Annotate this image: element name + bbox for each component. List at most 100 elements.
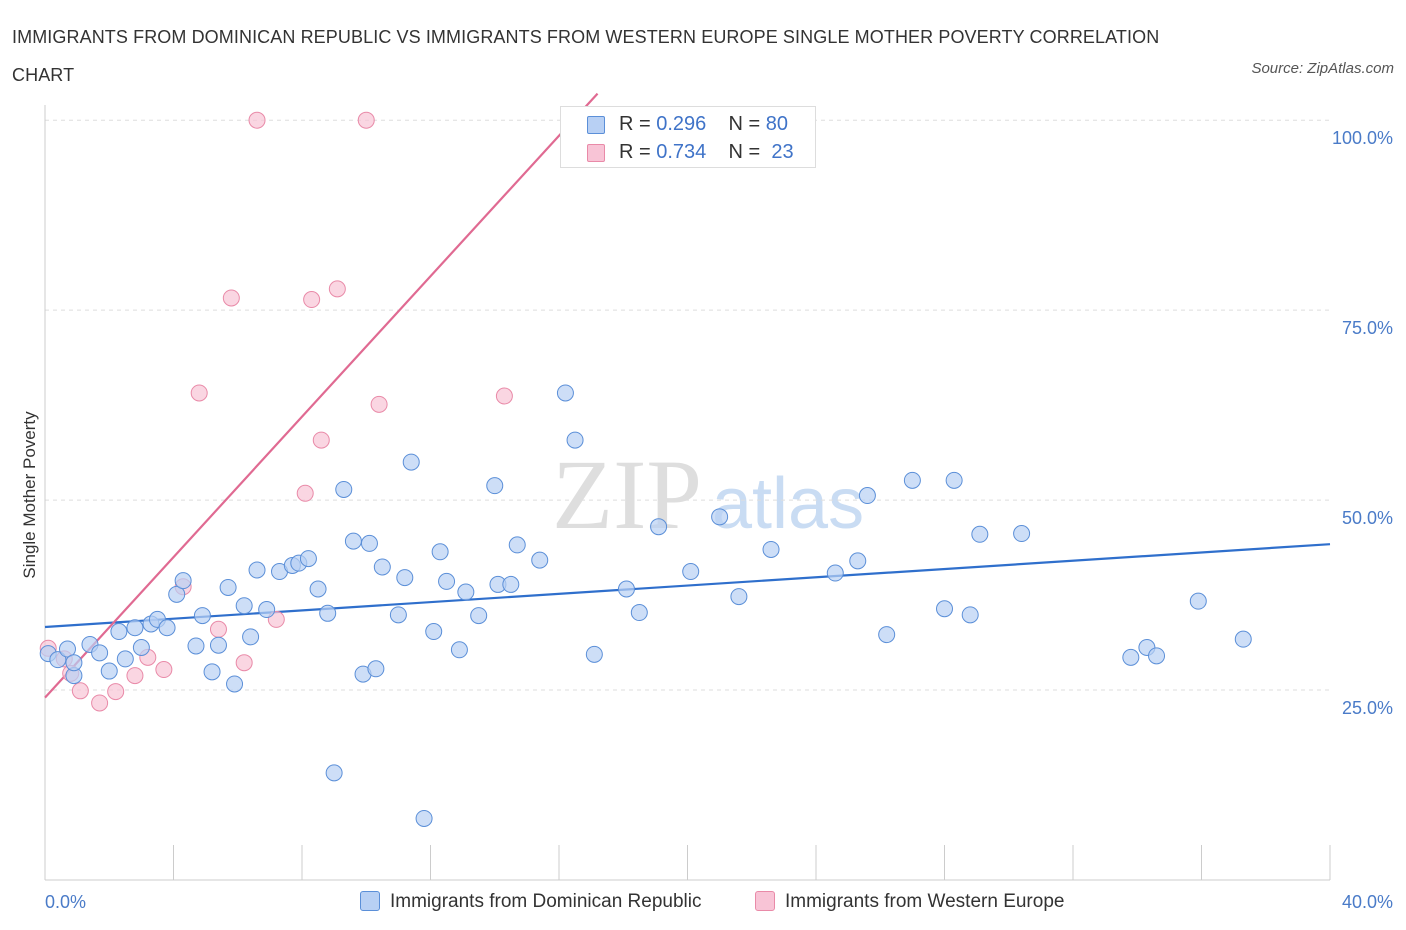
western-europe-point-21 <box>370 395 388 413</box>
dominican-point-20 <box>209 636 227 654</box>
western-europe-point-10 <box>190 384 208 402</box>
dominican-point-46 <box>438 572 456 590</box>
dominican-point-7 <box>100 662 118 680</box>
dominican-point-33 <box>325 764 343 782</box>
y-axis-label: Single Mother Poverty <box>20 411 39 579</box>
western-europe-point-16 <box>296 484 314 502</box>
western-europe-point-8 <box>155 661 173 679</box>
western-europe-point-11 <box>209 620 227 638</box>
dominican-point-71 <box>945 471 963 489</box>
dominican-point-1 <box>49 651 67 669</box>
blue-swatch <box>360 891 380 911</box>
dominican-point-31 <box>309 580 327 598</box>
dominican-point-17 <box>187 637 205 655</box>
n-label: N = <box>728 141 761 163</box>
dominican-point-57 <box>585 645 603 663</box>
dominican-point-45 <box>431 543 449 561</box>
dominican-point-24 <box>242 628 260 646</box>
dominican-point-59 <box>630 604 648 622</box>
dominican-point-39 <box>373 558 391 576</box>
dominican-point-23 <box>235 597 253 615</box>
source-credit: Source: ZipAtlas.com <box>1251 60 1394 77</box>
chart-title: IMMIGRANTS FROM DOMINICAN REPUBLIC VS IM… <box>12 27 1160 85</box>
western-europe-point-17 <box>303 291 321 309</box>
dominican-point-43 <box>415 809 433 827</box>
legend-item-dominican: Immigrants from Dominican Republic <box>360 888 702 916</box>
r-label: R = <box>619 113 651 135</box>
blue-swatch <box>587 116 605 134</box>
dominican-point-67 <box>858 487 876 505</box>
dominican-point-55 <box>556 384 574 402</box>
n-value: 23 <box>771 141 794 163</box>
dominican-point-35 <box>344 532 362 550</box>
dominican-point-41 <box>396 569 414 587</box>
y-axis-tick-labels: 25.0% 50.0% 75.0% 100.0% <box>1332 128 1393 718</box>
dominican-point-52 <box>502 575 520 593</box>
r-value: 0.296 <box>656 113 707 135</box>
n-value: 80 <box>765 113 789 135</box>
western-europe-point-5 <box>107 683 125 701</box>
dominican-point-37 <box>360 534 378 552</box>
dominican-point-2 <box>58 640 76 658</box>
dominican-point-9 <box>116 650 134 668</box>
dominican-point-56 <box>566 431 584 449</box>
watermark: ZIP atlas <box>552 439 864 550</box>
western-europe-point-18 <box>312 431 330 449</box>
dominican-point-70 <box>936 600 953 618</box>
pink-swatch <box>755 891 775 911</box>
dominican-point-15 <box>168 585 186 603</box>
y-tick-label-2: 75.0% <box>1342 318 1393 338</box>
dominican-point-50 <box>486 477 504 495</box>
dominican-point-47 <box>450 641 468 659</box>
dominican-point-72 <box>961 606 979 624</box>
n-label: N = <box>728 113 761 135</box>
legend-label: Immigrants from Western Europe <box>785 891 1065 912</box>
dominican-point-18 <box>193 607 211 625</box>
dominican-point-68 <box>878 626 896 644</box>
dominican-point-53 <box>508 536 526 554</box>
watermark-atlas: atlas <box>712 464 864 544</box>
series-western-europe <box>39 111 513 712</box>
dominican-point-26 <box>258 601 276 619</box>
dominican-point-8 <box>110 623 128 641</box>
dominican-point-73 <box>971 525 989 543</box>
dominican-point-6 <box>91 644 109 662</box>
dominican-point-11 <box>132 639 150 656</box>
dominican-point-54 <box>531 551 549 569</box>
dominican-point-49 <box>470 607 488 625</box>
x-axis-ticks <box>44 845 1331 880</box>
dominican-point-19 <box>203 663 221 681</box>
dominican-point-48 <box>457 583 475 601</box>
western-europe-point-3 <box>71 682 89 700</box>
correlation-legend: R = 0.296 N = 80 R = 0.734 N = 23 <box>560 106 816 168</box>
r-value: 0.734 <box>656 141 707 163</box>
watermark-zip: ZIP <box>552 439 702 550</box>
western-europe-point-6 <box>126 667 144 685</box>
dominican-point-64 <box>762 540 780 558</box>
data-points <box>39 111 1252 827</box>
dominican-point-79 <box>1234 630 1252 648</box>
dominican-point-77 <box>1148 647 1166 665</box>
dominican-point-38 <box>367 660 385 678</box>
dominican-point-66 <box>849 552 867 570</box>
dominican-point-63 <box>730 588 748 606</box>
dominican-point-34 <box>335 480 353 498</box>
dominican-point-22 <box>226 675 244 693</box>
dominican-point-74 <box>1013 525 1031 543</box>
trend-line-western-europe <box>44 92 599 699</box>
dominican-point-65 <box>826 564 844 582</box>
trend-line-dominican <box>44 543 1331 629</box>
dominican-point-62 <box>711 508 729 526</box>
r-label: R = <box>619 141 651 163</box>
western-europe-point-20 <box>357 111 375 129</box>
dominican-point-4 <box>65 654 83 672</box>
dominican-point-30 <box>299 550 317 568</box>
western-europe-point-14 <box>248 111 266 129</box>
dominican-point-44 <box>425 623 443 641</box>
y-tick-label-1: 50.0% <box>1342 508 1393 528</box>
legend-item-western-europe: Immigrants from Western Europe <box>755 888 1064 916</box>
x-axis-tick-labels: 0.0% 40.0% <box>45 892 1393 912</box>
dominican-point-75 <box>1122 648 1140 666</box>
dominican-point-32 <box>319 604 337 622</box>
